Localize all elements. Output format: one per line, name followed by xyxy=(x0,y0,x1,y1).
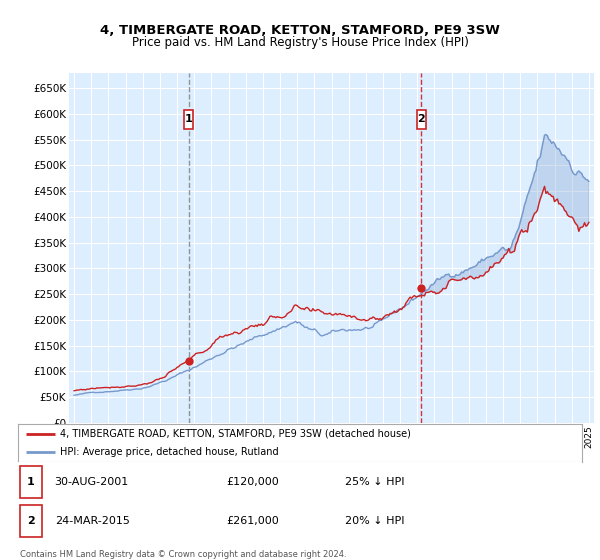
Text: HPI: Average price, detached house, Rutland: HPI: Average price, detached house, Rutl… xyxy=(60,447,279,457)
Text: 20% ↓ HPI: 20% ↓ HPI xyxy=(345,516,404,526)
Text: 30-AUG-2001: 30-AUG-2001 xyxy=(55,477,129,487)
Text: £261,000: £261,000 xyxy=(227,516,280,526)
Text: Contains HM Land Registry data © Crown copyright and database right 2024.
This d: Contains HM Land Registry data © Crown c… xyxy=(20,550,346,560)
FancyBboxPatch shape xyxy=(184,110,193,129)
FancyBboxPatch shape xyxy=(416,110,426,129)
Text: 4, TIMBERGATE ROAD, KETTON, STAMFORD, PE9 3SW: 4, TIMBERGATE ROAD, KETTON, STAMFORD, PE… xyxy=(100,24,500,36)
Text: 25% ↓ HPI: 25% ↓ HPI xyxy=(345,477,404,487)
Text: 24-MAR-2015: 24-MAR-2015 xyxy=(55,516,130,526)
Text: 1: 1 xyxy=(27,477,35,487)
Text: Price paid vs. HM Land Registry's House Price Index (HPI): Price paid vs. HM Land Registry's House … xyxy=(131,36,469,49)
Text: 2: 2 xyxy=(27,516,35,526)
Text: 2: 2 xyxy=(418,114,425,124)
FancyBboxPatch shape xyxy=(20,505,42,536)
Text: 4, TIMBERGATE ROAD, KETTON, STAMFORD, PE9 3SW (detached house): 4, TIMBERGATE ROAD, KETTON, STAMFORD, PE… xyxy=(60,429,411,439)
Text: £120,000: £120,000 xyxy=(227,477,280,487)
Text: 1: 1 xyxy=(185,114,193,124)
FancyBboxPatch shape xyxy=(20,466,42,498)
